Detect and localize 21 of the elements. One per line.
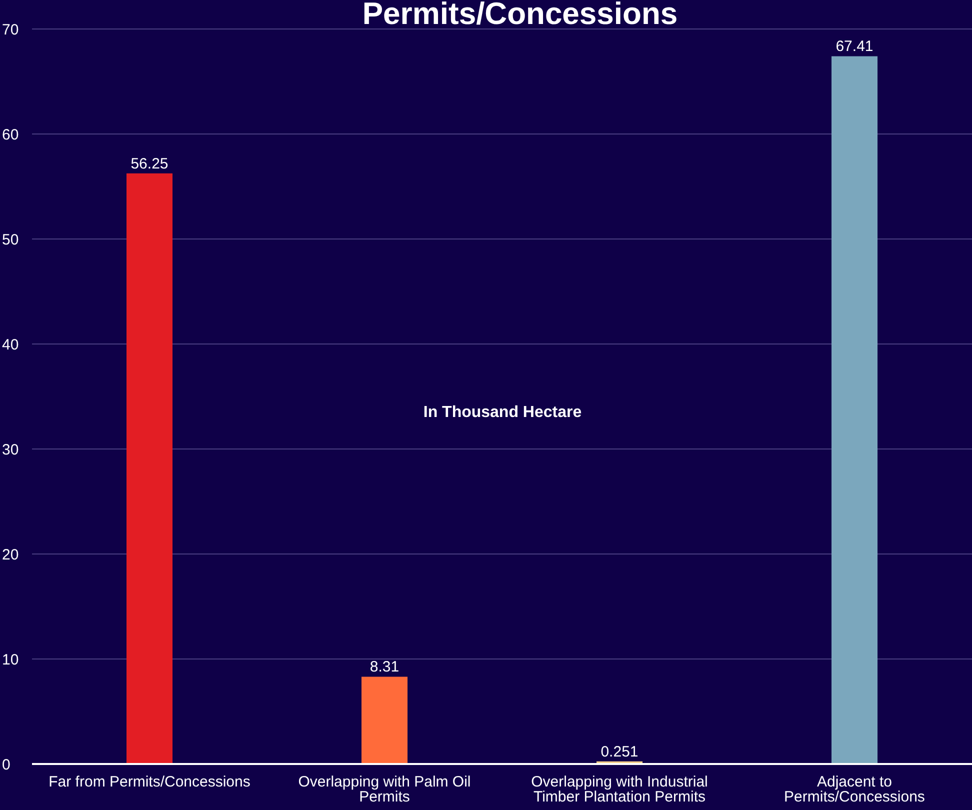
- chart-title: Permits/Concessions: [361, 0, 679, 32]
- x-tick-label: Overlapping with Palm Oil Permits: [298, 774, 471, 806]
- y-tick-label: 20: [2, 546, 19, 564]
- bar: [362, 676, 408, 764]
- data-label: 56.25: [130, 155, 168, 172]
- y-tick-label: 0: [2, 756, 10, 774]
- y-tick-label: 60: [2, 126, 19, 144]
- y-tick-label: 10: [2, 651, 19, 668]
- x-tick-label: Adjacent to Permits/Concessions: [784, 774, 925, 806]
- x-tick-label: Far from Permits/Concessions: [48, 774, 250, 791]
- data-label: 0.251: [600, 743, 638, 760]
- y-tick-label: 70: [2, 21, 19, 38]
- annotation: In Thousand Hectare: [422, 404, 583, 422]
- data-label: 8.31: [370, 658, 400, 676]
- y-tick-label: 30: [2, 441, 19, 458]
- x-tick-label: Overlapping with Industrial Timber Plantation Permits: [531, 774, 708, 806]
- bar: [126, 173, 172, 764]
- y-tick-label: 50: [2, 231, 19, 248]
- data-label: 67.41: [836, 38, 874, 56]
- y-tick-label: 40: [2, 336, 19, 354]
- bar: [832, 56, 878, 764]
